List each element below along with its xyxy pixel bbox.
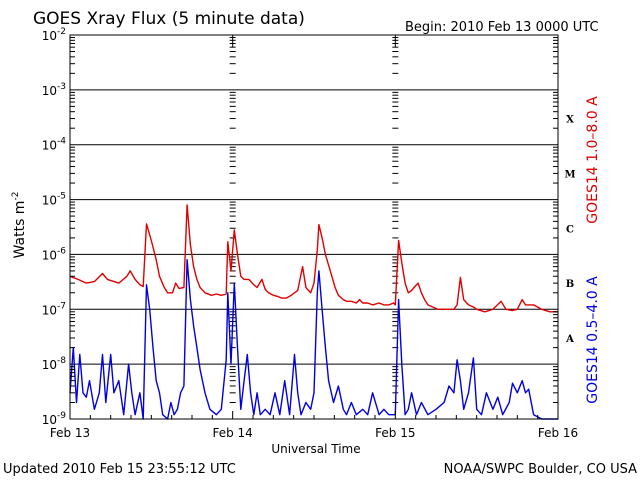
series-line-0 xyxy=(69,204,558,313)
series-line-1 xyxy=(69,259,558,420)
flare-class-label: C xyxy=(566,224,574,235)
plot-frame xyxy=(69,34,559,420)
updated-timestamp: Updated 2010 Feb 15 23:55:12 UTC xyxy=(3,462,236,477)
flare-class-label: X xyxy=(566,115,574,126)
grid xyxy=(70,34,558,420)
y-tick-label: 10-7 xyxy=(42,301,66,317)
y-tick-label: 10-9 xyxy=(42,411,67,427)
flare-class-label: M xyxy=(564,169,575,180)
x-tick-label: Feb 14 xyxy=(212,426,252,440)
y-tick-label: 10-4 xyxy=(42,137,67,153)
x-tick-label: Feb 16 xyxy=(538,426,578,440)
x-tick-label: Feb 15 xyxy=(375,426,415,440)
chart-title: GOES Xray Flux (5 minute data) xyxy=(33,9,305,29)
x-axis-label: Universal Time xyxy=(271,442,360,456)
y-axis-label-text: Watts m xyxy=(12,201,28,259)
y-tick-label: 10-6 xyxy=(42,246,67,262)
y-tick-label: 10-8 xyxy=(42,356,67,372)
series-label-long: GOES14 1.0–8.0 A xyxy=(585,96,601,224)
series xyxy=(69,204,558,420)
y-tick-label: 10-2 xyxy=(42,27,66,43)
x-tick-label: Feb 13 xyxy=(50,426,90,440)
y-tick-label: 10-5 xyxy=(42,192,66,208)
flare-class-label: A xyxy=(565,334,574,345)
series-label-short: GOES14 0.5–4.0 A xyxy=(585,276,601,404)
y-tick-label: 10-3 xyxy=(42,82,66,98)
y-axis-label-exponent: -2 xyxy=(11,192,21,201)
begin-date: Begin: 2010 Feb 13 0000 UTC xyxy=(405,20,599,35)
y-axis-label: Watts m-2 xyxy=(11,192,28,259)
flare-class-label: B xyxy=(566,279,574,290)
credit-text: NOAA/SWPC Boulder, CO USA xyxy=(444,462,637,477)
